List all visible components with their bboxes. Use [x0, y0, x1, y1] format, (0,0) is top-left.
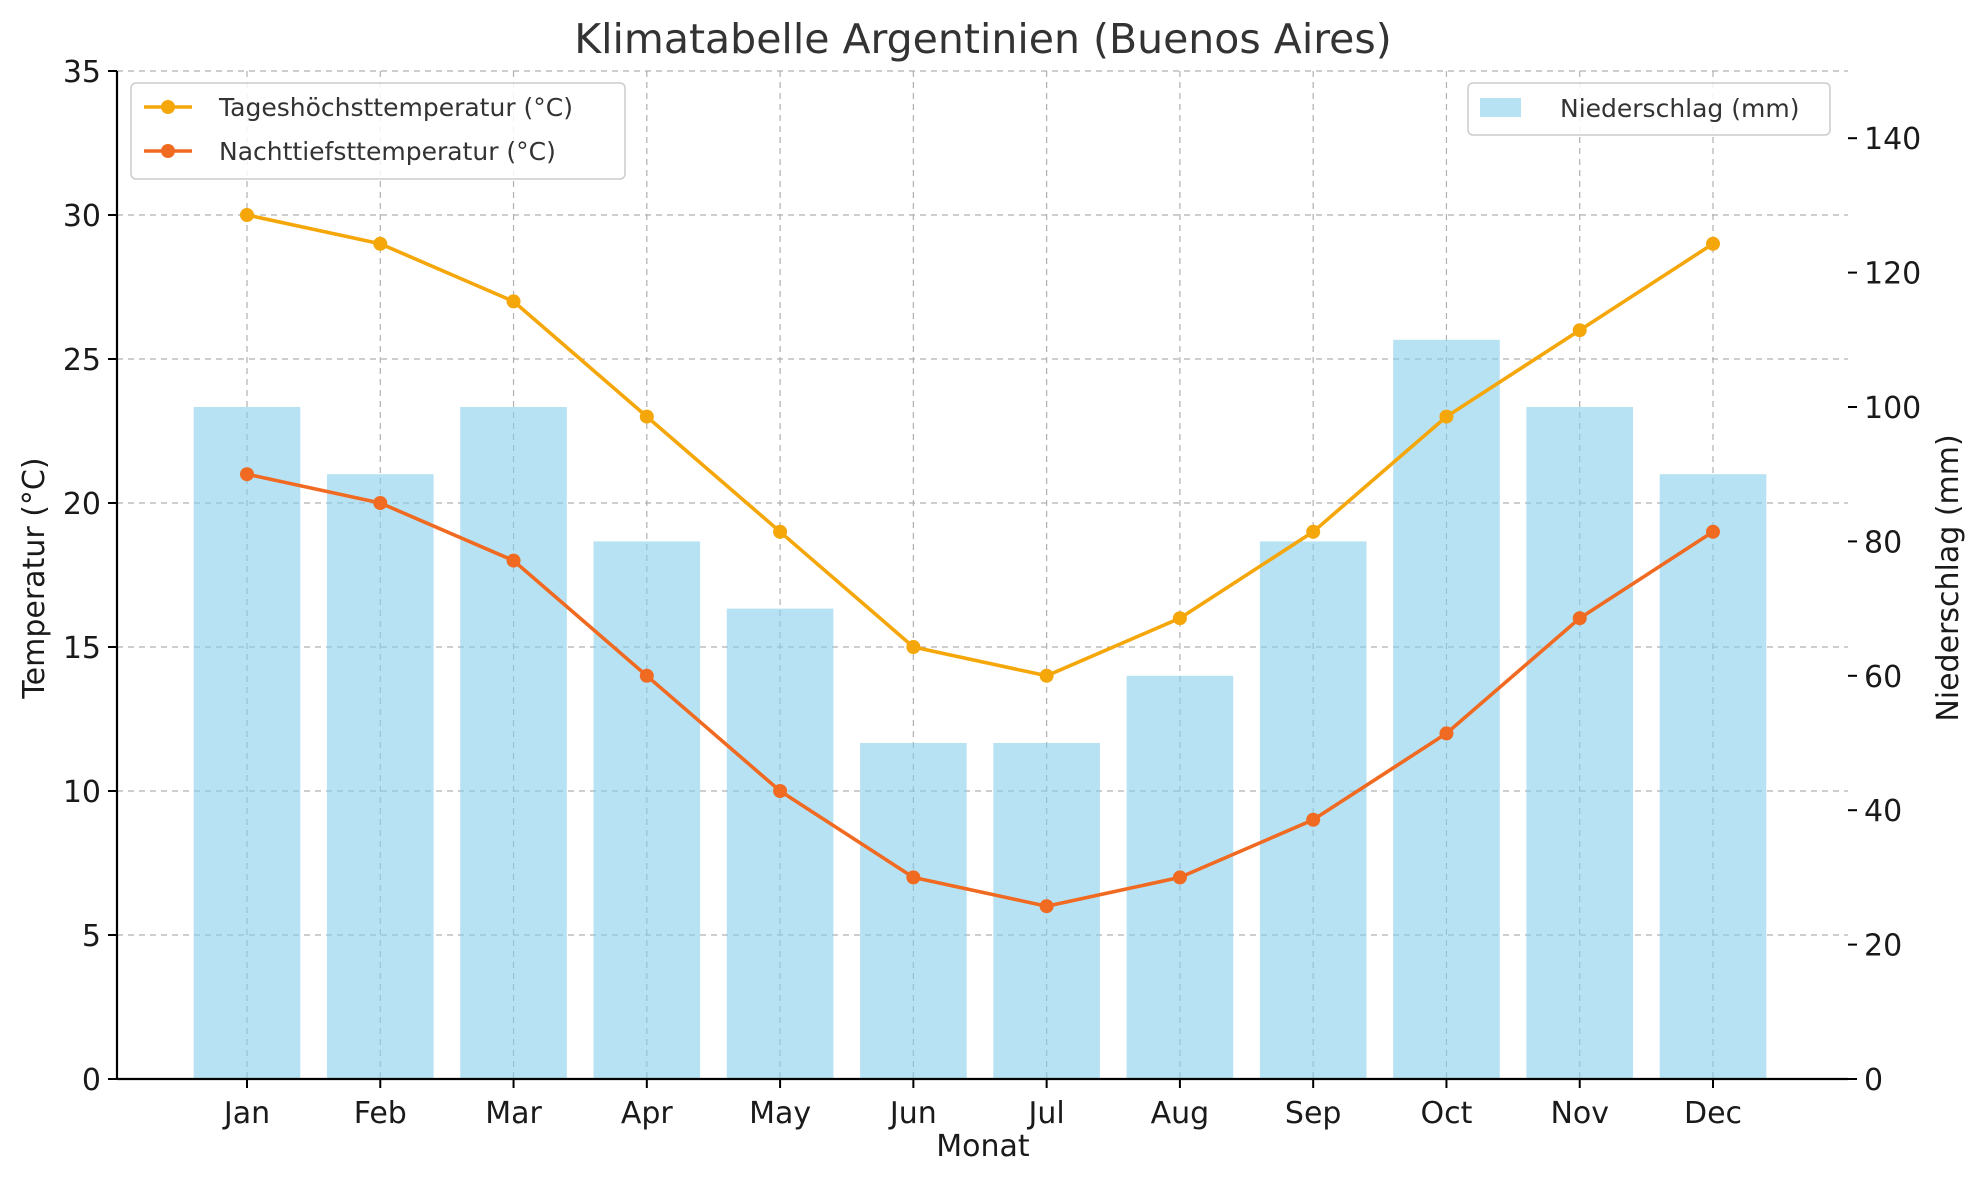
temperature-point: [773, 524, 788, 539]
temperature-point: [1572, 611, 1587, 626]
x-tick-label: Mar: [485, 1096, 542, 1131]
temperature-point: [773, 784, 788, 798]
x-tick-label: Sep: [1285, 1096, 1342, 1131]
precipitation-bars: [193, 339, 1767, 1079]
precipitation-bar: [193, 407, 301, 1079]
y-axis-right-label: Niederschlag (mm): [1931, 434, 1966, 721]
legend-line-label: Tageshöchsttemperatur (°C): [218, 93, 573, 122]
temperature-point: [240, 467, 254, 482]
chart-title: Klimatabelle Argentinien (Buenos Aires): [574, 15, 1392, 63]
temperature-point: [1706, 524, 1720, 539]
temperature-point: [906, 640, 921, 654]
temperature-point: [639, 409, 654, 424]
precipitation-bar: [460, 407, 567, 1079]
precipitation-bar: [1526, 407, 1634, 1079]
legends: Tageshöchsttemperatur (°C) Nachttiefsttem…: [130, 82, 1831, 180]
precipitation-bar: [1393, 339, 1500, 1079]
x-tick-label: Dec: [1684, 1096, 1742, 1131]
temperature-point: [1172, 611, 1187, 626]
x-tick-label: May: [749, 1096, 811, 1131]
x-tick-label: Nov: [1550, 1096, 1609, 1131]
x-tick-label: Jun: [888, 1096, 937, 1131]
x-tick-label: Oct: [1421, 1096, 1473, 1131]
y-tick-label-right: 140: [1864, 122, 1921, 157]
y-tick-label-right: 100: [1864, 391, 1921, 426]
temperature-line: [246, 472, 1714, 909]
y-tick-label-left: 30: [63, 199, 101, 234]
y-tick-label-right: 40: [1864, 794, 1902, 829]
temperature-point: [240, 208, 254, 222]
temperature-point: [1439, 726, 1454, 741]
x-tick-label: Jan: [222, 1096, 270, 1131]
precipitation-bar: [860, 743, 967, 1079]
y-tick-label-left: 0: [82, 1063, 101, 1098]
y-axis-left-label: Temperatur (°C): [17, 457, 52, 699]
legend-lines-box: [130, 82, 626, 180]
x-axis-label: Monat: [936, 1129, 1030, 1164]
x-tick-label: Jul: [1027, 1096, 1065, 1131]
temperature-point: [506, 294, 521, 309]
temperature-point: [639, 668, 654, 683]
legend-bar-swatch: [1480, 98, 1521, 117]
legend-line-label: Nachttiefsttemperatur (°C): [219, 137, 556, 166]
temperature-point: [1039, 668, 1054, 683]
precipitation-bar: [326, 474, 434, 1079]
x-tick-label: Apr: [621, 1096, 674, 1131]
legend-bars-box: [1467, 82, 1831, 136]
temperature-point: [373, 496, 388, 510]
legend-marker: [161, 100, 175, 114]
temperature-point: [1306, 524, 1321, 539]
temperature-point: [373, 236, 388, 251]
precipitation-bar: [1259, 541, 1367, 1079]
y-tick-label-left: 20: [63, 487, 101, 522]
y-tick-label-right: 80: [1864, 525, 1902, 560]
temperature-point: [1172, 870, 1187, 885]
precipitation-bar: [1659, 474, 1767, 1079]
precipitation-bar: [593, 541, 701, 1079]
x-tick-label: Feb: [354, 1096, 407, 1131]
temperature-point: [1706, 236, 1720, 251]
y-tick-label-left: 10: [63, 775, 101, 810]
temperature-point: [1572, 323, 1587, 338]
x-tick-label: Aug: [1151, 1096, 1210, 1131]
temperature-lines: [240, 208, 1720, 914]
y-tick-label-left: 15: [63, 631, 101, 666]
y-tick-label-right: 120: [1864, 257, 1921, 292]
temperature-point: [1039, 899, 1054, 914]
temperature-point: [1439, 409, 1454, 424]
legend-bar-label: Niederschlag (mm): [1560, 94, 1799, 123]
y-tick-label-right: 20: [1864, 929, 1902, 964]
y-tick-label-left: 25: [63, 343, 101, 378]
temperature-point: [506, 553, 521, 568]
precipitation-bar: [726, 608, 834, 1079]
temperature-point: [1306, 812, 1321, 827]
y-tick-label-left: 5: [82, 919, 101, 954]
axes: 0 5 10 15 20 25 30 35 0 20 40 60 80 100 120 140 Jan Feb Ma…: [63, 55, 1921, 1131]
y-tick-label-right: 60: [1864, 660, 1902, 695]
y-tick-label-right: 0: [1864, 1063, 1883, 1098]
y-tick-label-left: 35: [63, 55, 101, 90]
legend-marker: [161, 144, 175, 158]
temperature-point: [906, 870, 921, 885]
temperature-line: [246, 213, 1714, 678]
